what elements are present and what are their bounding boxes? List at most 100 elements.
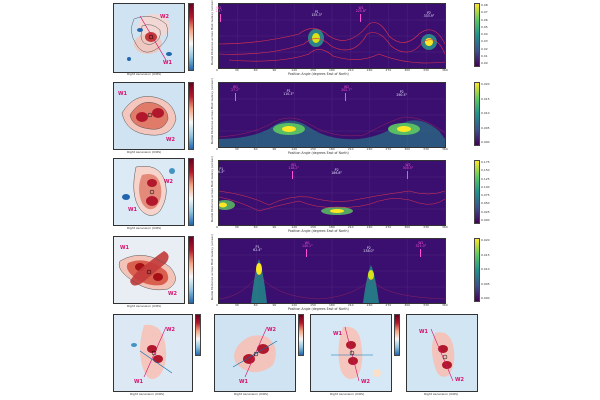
marker-label: W1 27.2° xyxy=(231,85,240,93)
marker-arrow xyxy=(345,93,347,101)
colorbar-tick-label: 0.06 xyxy=(481,17,488,22)
marker-arrow xyxy=(419,249,421,257)
x-tick-label: 150 xyxy=(310,303,316,307)
colorbar-tick-label: 0.175 xyxy=(481,160,490,164)
polar-plot-row3 xyxy=(218,160,446,226)
x-tick-label: 150 xyxy=(310,225,316,229)
x-tick-label: 90 xyxy=(272,303,277,307)
x-tick-label: 150 xyxy=(310,68,316,72)
x-tick-label: 30 xyxy=(234,147,239,151)
colorbar-tick-label: 0.010 xyxy=(481,267,490,271)
peak-label: P1 6.3° xyxy=(217,167,225,175)
x-tick-label: 210 xyxy=(347,303,354,307)
colorbar-tick-label: 0.005 xyxy=(481,281,490,286)
x-tick-label: 210 xyxy=(347,225,354,229)
x-tick-label: 360 xyxy=(442,303,448,307)
x-tick-label: 180 xyxy=(329,225,335,229)
x-axis-label: Position Angle (degrees East of North) xyxy=(288,72,349,76)
x-tick-label: 330 xyxy=(423,225,429,229)
colorbar-tick-label: 0.03 xyxy=(481,39,488,44)
x-tick-label: 120 xyxy=(291,303,298,307)
colorbar-bottom-2 xyxy=(298,314,304,356)
colorbar-tick-label: 0.025 xyxy=(481,209,490,214)
colorbar-tick-label: 0.01 xyxy=(481,53,488,58)
colorbar-tick-label: 0.020 xyxy=(481,238,490,242)
peak-label: P2 186.8° xyxy=(331,168,342,176)
bottom-map-4-label-a: W1 xyxy=(419,329,429,335)
x-tick-label: 90 xyxy=(272,225,277,229)
colorbar-tick-label: 0.100 xyxy=(481,184,490,189)
x-tick-label: 0 xyxy=(216,68,218,72)
colorbar-tick-label: 0.125 xyxy=(481,176,490,181)
x-tick-label: 270 xyxy=(385,303,392,307)
x-tick-label: 60 xyxy=(253,147,258,151)
marker-label: W1 118.2° xyxy=(288,163,299,171)
x-tick-label: 150 xyxy=(310,147,316,151)
marker-arrow xyxy=(219,14,221,22)
x-tick-label: 330 xyxy=(423,147,429,151)
colorbar-polar-row4 xyxy=(474,238,480,302)
colorbar-tick-label: 0.00 xyxy=(481,61,488,65)
x-tick-label: 300 xyxy=(404,225,411,229)
x-tick-label: 0 xyxy=(216,303,218,307)
colorbar-tick-label: 0.005 xyxy=(481,125,490,130)
ra-axis-label: Right Ascension (ICRS) xyxy=(127,226,162,230)
x-tick-label: 60 xyxy=(253,225,258,229)
bottom-map-3-label-a: W1 xyxy=(333,331,343,337)
figure: W2 W1 xyxy=(110,0,490,400)
ra-axis-label: Right Ascension (ICRS) xyxy=(424,392,459,396)
colorbar-tick-label: 0.020 xyxy=(481,82,490,86)
residual-map-row4: W1 W2 xyxy=(113,236,185,304)
colorbar-bottom-3 xyxy=(394,314,400,356)
map-label-row3-a: W2 xyxy=(164,179,174,185)
x-tick-label: 270 xyxy=(385,225,392,229)
colorbar-polar-row1 xyxy=(474,3,480,67)
residual-map-row2: W1 W2 xyxy=(113,82,185,150)
residual-map-row3: W2 W1 xyxy=(113,158,185,226)
colorbar-polar-row2 xyxy=(474,82,480,146)
x-tick-label: 330 xyxy=(423,68,429,72)
x-tick-label: 60 xyxy=(253,68,258,72)
x-tick-label: 360 xyxy=(442,147,448,151)
bottom-map-3: W1 W2 xyxy=(310,314,392,392)
peak-label: P1 62.4° xyxy=(253,245,262,253)
x-tick-label: 0 xyxy=(216,225,218,229)
x-tick-label: 120 xyxy=(291,147,298,151)
x-tick-label: 270 xyxy=(385,68,392,72)
ra-axis-label: Right Ascension (ICRS) xyxy=(127,150,162,154)
marker-label: W1 225.8° xyxy=(355,6,367,14)
x-axis-label: Position Angle (degrees East of North) xyxy=(288,229,349,233)
colorbar-tick-label: 0.02 xyxy=(481,46,488,51)
colorbar-tick-label: 0.075 xyxy=(481,193,490,198)
x-tick-label: 120 xyxy=(291,225,298,229)
bottom-map-1-label-b: W1 xyxy=(134,379,144,385)
x-tick-label: 180 xyxy=(329,68,335,72)
colorbar-tick-label: 0.015 xyxy=(481,252,490,257)
colorbar-map-row3 xyxy=(188,158,194,226)
polar-plot-row4 xyxy=(218,238,446,304)
peak-label: P1 155.3° xyxy=(311,10,323,18)
map-label-row4-b: W2 xyxy=(168,291,178,297)
colorbar-map-row4 xyxy=(188,236,194,304)
x-tick-label: 330 xyxy=(423,303,429,307)
polar-plot-row2 xyxy=(218,82,446,148)
colorbar-tick-label: 0.05 xyxy=(481,24,488,29)
colorbar-tick-label: 0.000 xyxy=(481,140,490,144)
colorbar-map-row2 xyxy=(188,82,194,150)
map-label-row1-b: W1 xyxy=(163,60,173,66)
x-tick-label: 180 xyxy=(329,147,335,151)
x-tick-label: 240 xyxy=(366,303,373,307)
peak-label: P1 110.3° xyxy=(283,89,294,97)
colorbar-tick-label: 0.000 xyxy=(481,218,490,222)
y-axis-label: Radial Distance across Host Galaxy (arcs… xyxy=(210,155,214,222)
x-tick-label: 300 xyxy=(404,303,411,307)
x-tick-label: 300 xyxy=(404,147,411,151)
x-tick-label: 210 xyxy=(347,68,354,72)
colorbar-bottom-1 xyxy=(195,314,201,356)
y-axis-label: Radial Distance across Host Galaxy (arcs… xyxy=(210,77,214,144)
x-tick-label: 240 xyxy=(366,68,373,72)
map-label-row2-a: W1 xyxy=(118,91,128,97)
marker-arrow xyxy=(359,14,361,22)
colorbar-tick-label: 0.150 xyxy=(481,168,490,173)
colorbar-polar-row3 xyxy=(474,160,480,224)
